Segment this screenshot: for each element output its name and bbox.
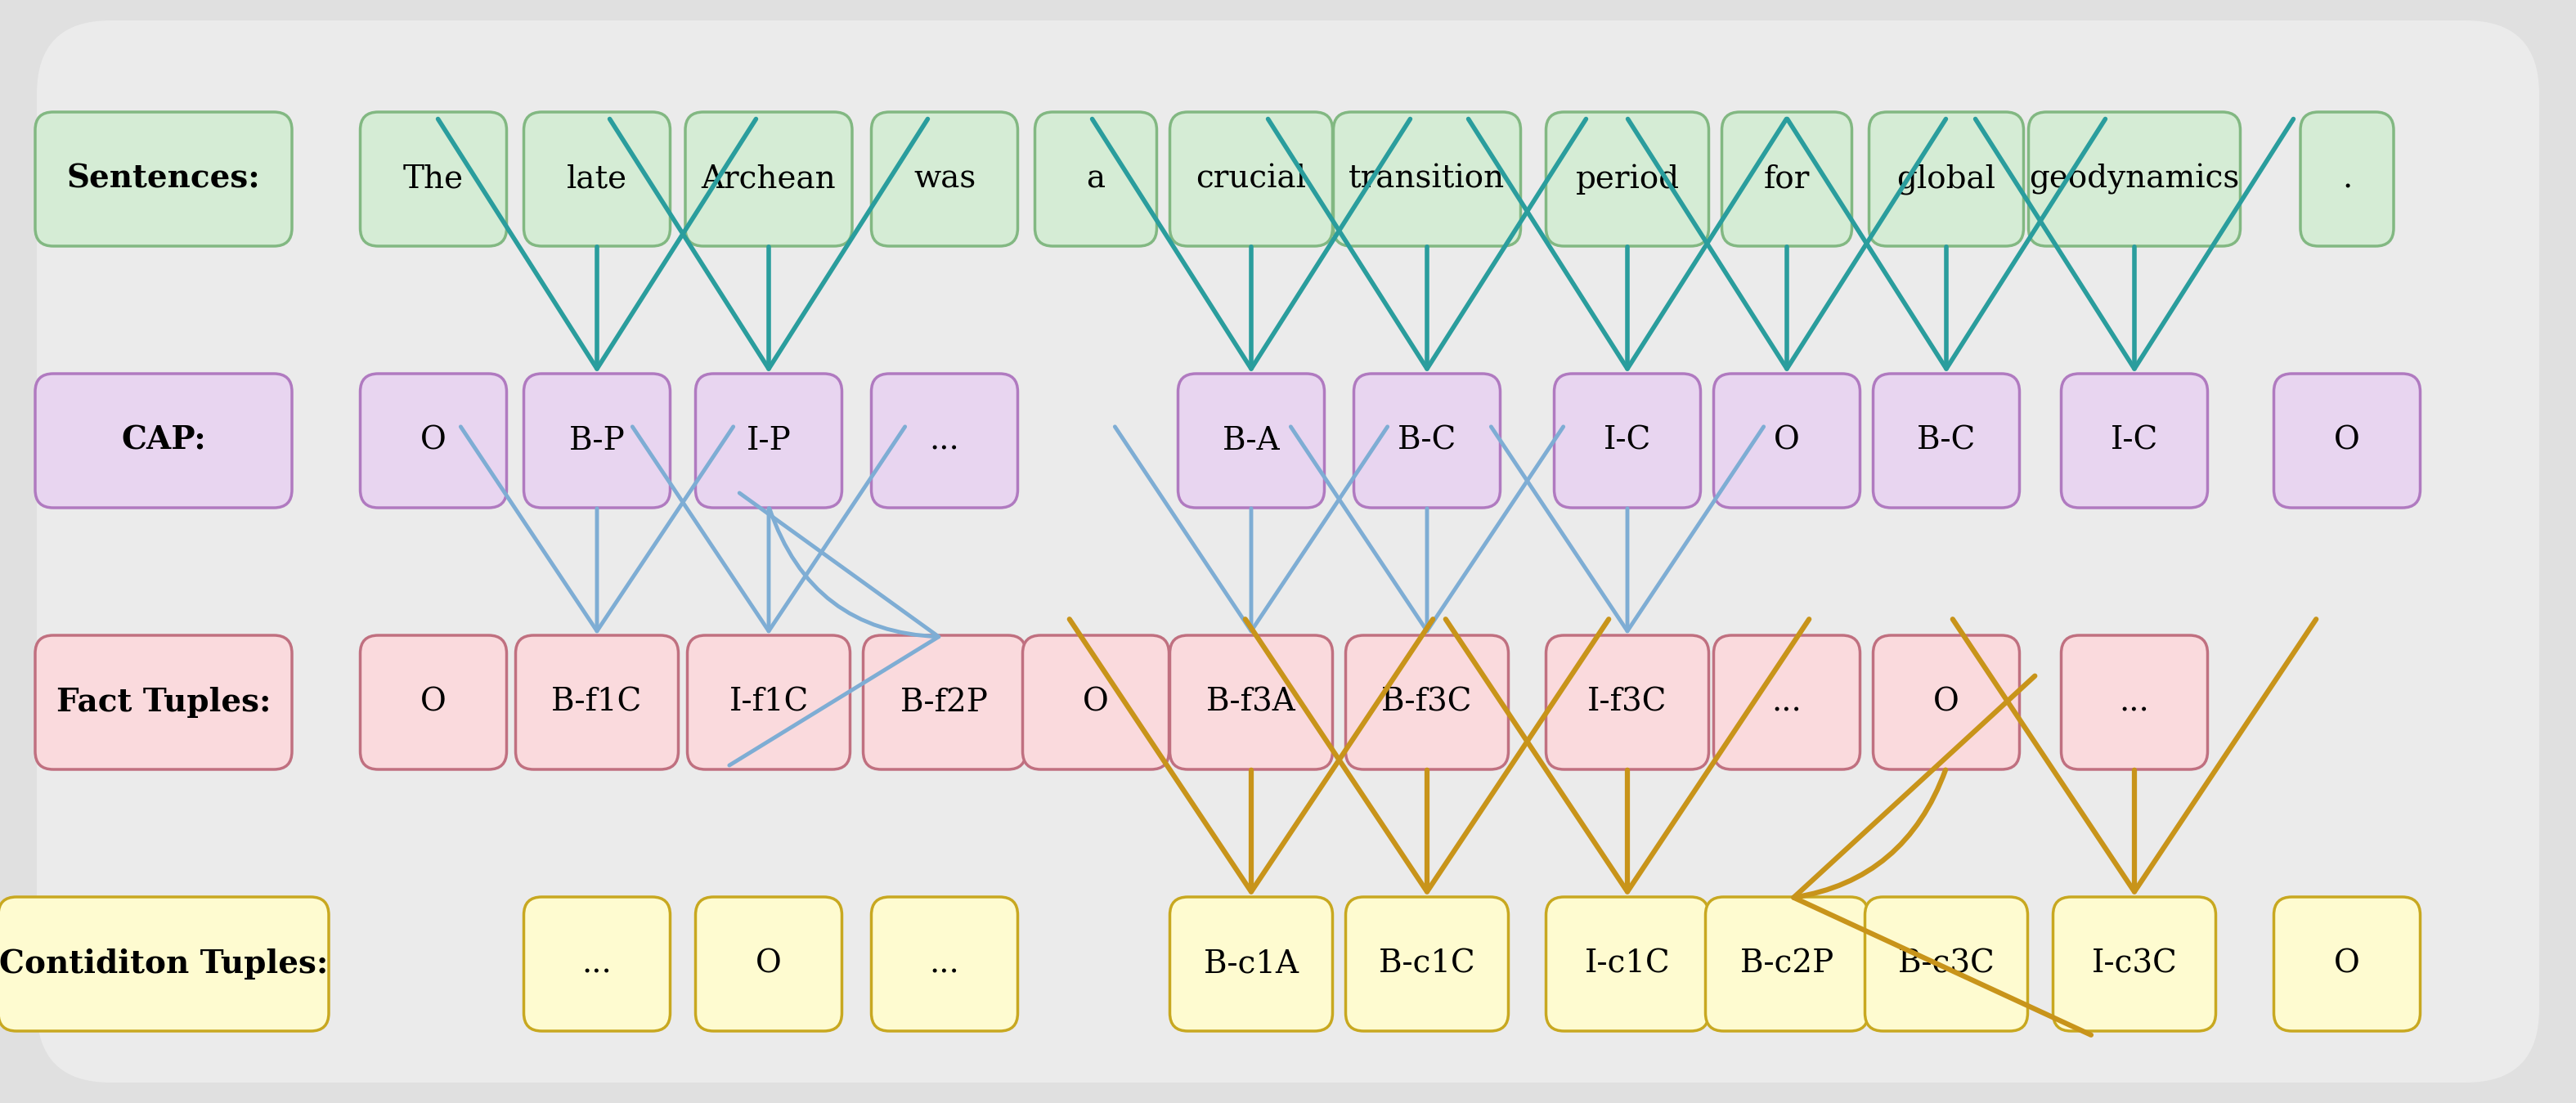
Text: O: O bbox=[755, 949, 781, 979]
FancyBboxPatch shape bbox=[36, 374, 291, 507]
Text: CAP:: CAP: bbox=[121, 425, 206, 457]
Text: I-C: I-C bbox=[1602, 426, 1651, 456]
FancyBboxPatch shape bbox=[523, 113, 670, 246]
FancyBboxPatch shape bbox=[1170, 635, 1332, 770]
FancyBboxPatch shape bbox=[1553, 374, 1700, 507]
Text: O: O bbox=[2334, 426, 2360, 456]
FancyBboxPatch shape bbox=[2061, 374, 2208, 507]
Text: B-C: B-C bbox=[1917, 426, 1976, 456]
FancyBboxPatch shape bbox=[361, 635, 507, 770]
FancyBboxPatch shape bbox=[685, 113, 853, 246]
Text: global: global bbox=[1896, 163, 1996, 194]
Text: B-f1C: B-f1C bbox=[551, 687, 641, 717]
Text: Contiditon Tuples:: Contiditon Tuples: bbox=[0, 949, 327, 979]
Text: B-c3C: B-c3C bbox=[1899, 949, 1994, 979]
FancyBboxPatch shape bbox=[696, 374, 842, 507]
FancyBboxPatch shape bbox=[361, 374, 507, 507]
Text: Sentences:: Sentences: bbox=[67, 163, 260, 194]
FancyBboxPatch shape bbox=[36, 21, 2540, 1082]
FancyBboxPatch shape bbox=[1355, 374, 1499, 507]
FancyBboxPatch shape bbox=[696, 897, 842, 1031]
Text: I-f3C: I-f3C bbox=[1587, 687, 1667, 717]
Text: transition: transition bbox=[1350, 164, 1504, 194]
Text: O: O bbox=[420, 687, 446, 717]
FancyBboxPatch shape bbox=[871, 113, 1018, 246]
Text: ...: ... bbox=[930, 949, 958, 979]
FancyBboxPatch shape bbox=[1170, 897, 1332, 1031]
FancyBboxPatch shape bbox=[1873, 374, 2020, 507]
Text: B-c1A: B-c1A bbox=[1203, 949, 1298, 979]
Text: crucial: crucial bbox=[1195, 164, 1306, 194]
FancyBboxPatch shape bbox=[36, 635, 291, 770]
Text: O: O bbox=[2334, 949, 2360, 979]
Text: ...: ... bbox=[930, 426, 958, 456]
Text: ...: ... bbox=[582, 949, 613, 979]
FancyBboxPatch shape bbox=[2275, 897, 2421, 1031]
FancyBboxPatch shape bbox=[1870, 113, 2025, 246]
Text: ...: ... bbox=[1772, 687, 1801, 717]
Text: I-f1C: I-f1C bbox=[729, 687, 809, 717]
FancyBboxPatch shape bbox=[2027, 113, 2241, 246]
Text: a: a bbox=[1087, 164, 1105, 194]
FancyBboxPatch shape bbox=[2061, 635, 2208, 770]
FancyBboxPatch shape bbox=[688, 635, 850, 770]
Text: .: . bbox=[2342, 164, 2352, 194]
FancyBboxPatch shape bbox=[361, 113, 507, 246]
FancyBboxPatch shape bbox=[1713, 374, 1860, 507]
FancyBboxPatch shape bbox=[1546, 635, 1708, 770]
FancyBboxPatch shape bbox=[1170, 113, 1332, 246]
FancyBboxPatch shape bbox=[871, 897, 1018, 1031]
Text: O: O bbox=[1082, 687, 1108, 717]
FancyBboxPatch shape bbox=[1546, 897, 1708, 1031]
Text: B-A: B-A bbox=[1224, 426, 1280, 456]
FancyBboxPatch shape bbox=[1345, 897, 1510, 1031]
FancyBboxPatch shape bbox=[1036, 113, 1157, 246]
Text: B-c2P: B-c2P bbox=[1739, 949, 1834, 979]
FancyBboxPatch shape bbox=[523, 374, 670, 507]
Text: period: period bbox=[1577, 163, 1680, 194]
FancyBboxPatch shape bbox=[1546, 113, 1708, 246]
FancyBboxPatch shape bbox=[0, 897, 330, 1031]
FancyBboxPatch shape bbox=[1177, 374, 1324, 507]
Text: O: O bbox=[1775, 426, 1801, 456]
Text: late: late bbox=[567, 164, 629, 194]
Text: B-f3C: B-f3C bbox=[1381, 687, 1473, 717]
Text: B-f2P: B-f2P bbox=[902, 687, 989, 717]
Text: B-P: B-P bbox=[569, 426, 626, 456]
FancyBboxPatch shape bbox=[1721, 113, 1852, 246]
Text: was: was bbox=[914, 164, 976, 194]
FancyBboxPatch shape bbox=[1705, 897, 1868, 1031]
FancyBboxPatch shape bbox=[1345, 635, 1510, 770]
Text: The: The bbox=[402, 164, 464, 194]
Text: B-c1C: B-c1C bbox=[1378, 949, 1476, 979]
Text: O: O bbox=[420, 426, 446, 456]
FancyBboxPatch shape bbox=[1023, 635, 1170, 770]
FancyBboxPatch shape bbox=[2300, 113, 2393, 246]
Text: I-c3C: I-c3C bbox=[2092, 949, 2177, 979]
FancyBboxPatch shape bbox=[2275, 374, 2421, 507]
Text: geodynamics: geodynamics bbox=[2030, 163, 2239, 194]
FancyBboxPatch shape bbox=[1865, 897, 2027, 1031]
Text: I-P: I-P bbox=[747, 426, 791, 456]
Text: Fact Tuples:: Fact Tuples: bbox=[57, 687, 270, 718]
Text: Archean: Archean bbox=[701, 164, 837, 194]
Text: B-C: B-C bbox=[1396, 426, 1455, 456]
FancyBboxPatch shape bbox=[2053, 897, 2215, 1031]
Text: for: for bbox=[1765, 164, 1811, 194]
Text: B-f3A: B-f3A bbox=[1206, 687, 1296, 717]
FancyBboxPatch shape bbox=[1334, 113, 1520, 246]
Text: I-c1C: I-c1C bbox=[1584, 949, 1669, 979]
FancyBboxPatch shape bbox=[863, 635, 1025, 770]
FancyBboxPatch shape bbox=[1873, 635, 2020, 770]
FancyBboxPatch shape bbox=[1713, 635, 1860, 770]
FancyBboxPatch shape bbox=[36, 113, 291, 246]
FancyBboxPatch shape bbox=[523, 897, 670, 1031]
Text: I-C: I-C bbox=[2110, 426, 2159, 456]
Text: ...: ... bbox=[2120, 687, 2148, 717]
FancyBboxPatch shape bbox=[515, 635, 677, 770]
Text: O: O bbox=[1935, 687, 1960, 717]
FancyBboxPatch shape bbox=[871, 374, 1018, 507]
